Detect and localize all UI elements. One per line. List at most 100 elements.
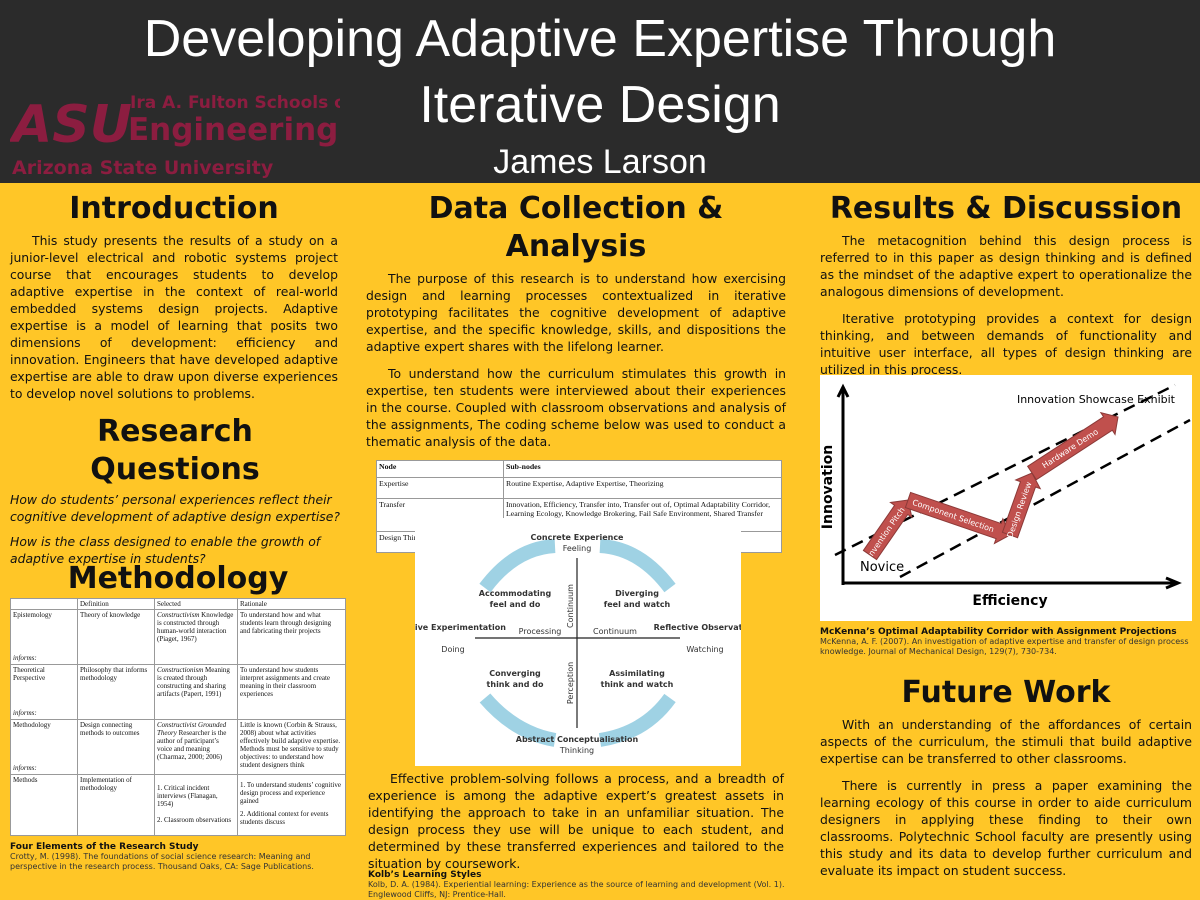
cycle-arrow — [479, 539, 556, 593]
cell: Implementation of methodology — [77, 774, 155, 836]
header-cell: Rationale — [237, 598, 346, 610]
paragraph: With an understanding of the affordances… — [820, 717, 1192, 766]
informs: informs: — [13, 654, 37, 662]
heading: Data Collection & Analysis — [428, 191, 724, 264]
kolb-label: feel and do — [490, 600, 541, 609]
element: Theoretical Perspective — [13, 666, 46, 682]
cell: Philosophy that informs methodology — [77, 664, 155, 720]
cell: Constructivism Knowledge is constructed … — [154, 609, 238, 665]
rationale: Little is known (Corbin & Strauss, 2008)… — [240, 721, 341, 769]
caption: McKenna’s Optimal Adaptability Corridor … — [820, 627, 1177, 637]
kolb-label: Abstract Conceptualisation — [516, 735, 639, 744]
kolb-label: Doing — [441, 645, 464, 654]
title: Developing Adaptive Expertise Through It… — [143, 10, 1057, 134]
kolb-label: Reflective Observation — [654, 623, 741, 632]
corridor — [899, 418, 1191, 579]
informs: informs: — [13, 764, 37, 772]
axis — [836, 383, 850, 585]
cycle-arrow — [598, 693, 676, 747]
cell: Routine Expertise, Adaptive Expertise, T… — [503, 477, 782, 499]
kolb-label: Perception — [566, 662, 575, 704]
kolb-label: Concrete Experience — [531, 533, 625, 542]
axis — [843, 576, 1182, 590]
element: Methods — [13, 776, 38, 784]
rationale: 1. To understand students’ cognitive des… — [240, 781, 341, 805]
heading: Research Questions — [90, 414, 260, 487]
cell: Theory of knowledge — [77, 609, 155, 665]
paragraph: The purpose of this research is to under… — [366, 271, 786, 354]
term: Constructivist Grounded Theory — [157, 721, 227, 737]
kolb-label: Accommodating — [479, 589, 552, 598]
rationale: To understand how students interpret ass… — [240, 666, 330, 698]
kolb-diagram: Concrete Experience Feeling Abstract Conce… — [415, 518, 741, 766]
cycle-arrow — [479, 693, 557, 747]
paragraph: The metacognition behind this design pro… — [820, 233, 1192, 299]
row: Theoretical Perspective informs: Philosoph… — [10, 664, 346, 720]
header-row: Node Sub-nodes — [376, 460, 782, 478]
kolb-label: Watching — [686, 645, 723, 654]
caption: Four Elements of the Research Study — [10, 842, 199, 852]
step: Hardware Demo — [1026, 411, 1119, 481]
kolb-caption: Kolb’s Learning Styles Kolb, D. A. (1984… — [368, 870, 788, 900]
methodology: Methodology Definition Selected Rationale E… — [10, 560, 346, 872]
kolb-label: Assimilating — [609, 669, 665, 678]
cell: Expertise — [376, 477, 504, 499]
header-cell: Selected — [154, 598, 238, 610]
research-questions: Research Questions How do students’ pers… — [10, 413, 340, 575]
cell: 1. Critical incident interviews (Flanaga… — [154, 774, 238, 836]
row: Expertise Routine Expertise, Adaptive Exp… — [376, 477, 782, 499]
selected: Meaning is created through constructing … — [157, 666, 230, 698]
heading: Results & Discussion — [829, 191, 1183, 226]
cell: Little is known (Corbin & Strauss, 2008)… — [237, 719, 346, 775]
data-collection-after: Effective problem-solving follows a proc… — [368, 770, 784, 882]
data-collection: Data Collection & Analysis The purpose o… — [366, 190, 786, 553]
rationale: 2. Additional context for events student… — [240, 810, 329, 826]
paragraphs: The metacognition behind this design pro… — [820, 232, 1192, 378]
informs: informs: — [13, 709, 37, 717]
adaptability-figure: Innovation Efficiency Novice Innovation Sho… — [820, 375, 1192, 621]
methodology-table: Definition Selected Rationale Epistemology i… — [10, 598, 346, 836]
paragraphs: The purpose of this research is to under… — [366, 270, 786, 450]
introduction: Introduction This study presents the res… — [10, 190, 338, 412]
kolb-label: Feeling — [563, 544, 592, 553]
step-label: Component Selection — [911, 498, 995, 534]
cell: Methods — [10, 774, 78, 836]
step-arrow — [1001, 472, 1042, 539]
x-axis-label: Efficiency — [972, 593, 1047, 609]
rationale: To understand how and what students lear… — [240, 611, 332, 635]
paragraph: Effective problem-solving follows a proc… — [368, 771, 784, 871]
figure-caption: McKenna’s Optimal Adaptability Corridor … — [820, 627, 1192, 657]
kolb-label: think and do — [487, 680, 544, 689]
kolb-label: Converging — [489, 669, 541, 678]
selected: 2. Classroom observations — [157, 816, 232, 824]
logo-engineering: Engineering — [128, 112, 338, 148]
results: Results & Discussion The metacognition b… — [820, 190, 1192, 388]
term: Constructivism — [157, 611, 200, 619]
paragraph: How do students’ personal experiences re… — [10, 492, 340, 524]
cell: 1. To understand students’ cognitive des… — [237, 774, 346, 836]
element: Epistemology — [13, 611, 52, 619]
paragraph: Iterative prototyping provides a context… — [820, 311, 1192, 377]
step-label: Invention Pitch — [865, 506, 906, 560]
paragraph: This study presents the results of a stu… — [10, 233, 338, 401]
cell: Theoretical Perspective informs: — [10, 664, 78, 720]
future-work: Future Work With an understanding of the… — [820, 674, 1192, 889]
heading: Future Work — [901, 675, 1111, 710]
kolb-label: feel and watch — [604, 600, 671, 609]
header-row: Definition Selected Rationale — [10, 598, 346, 610]
kolb-label: Diverging — [615, 589, 659, 598]
cycle-arrow — [599, 539, 676, 593]
step-arrow — [1026, 411, 1119, 481]
header-cell — [10, 598, 78, 610]
kolb-label: Active Experimentation — [415, 623, 506, 632]
end-label: Innovation Showcase Exhibit — [1017, 393, 1176, 406]
kolb-label: Continuum — [566, 584, 575, 628]
citation: Crotty, M. (1998). The foundations of so… — [10, 852, 314, 871]
kolb-label: Thinking — [559, 746, 594, 755]
author: James Larson — [493, 143, 707, 181]
heading: Methodology — [67, 561, 289, 596]
cell: Epistemology informs: — [10, 609, 78, 665]
selected: Researcher is the author of participant’… — [157, 729, 227, 761]
cell: To understand how students interpret ass… — [237, 664, 346, 720]
start-label: Novice — [860, 560, 904, 575]
